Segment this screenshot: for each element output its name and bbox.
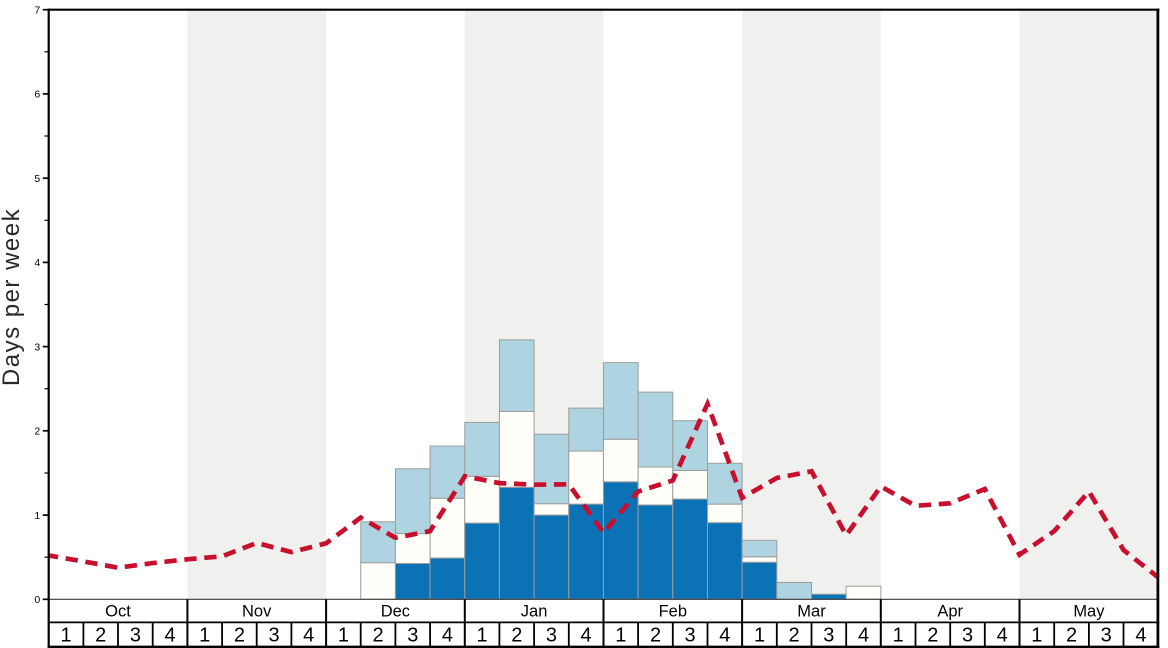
svg-text:2: 2	[373, 625, 384, 647]
svg-text:Days per week: Days per week	[0, 208, 25, 386]
svg-text:4: 4	[303, 625, 314, 647]
svg-text:3: 3	[962, 625, 973, 647]
svg-text:1: 1	[477, 625, 488, 647]
svg-text:4: 4	[997, 625, 1008, 647]
svg-text:5: 5	[34, 173, 40, 185]
svg-text:2: 2	[927, 625, 938, 647]
svg-text:1: 1	[199, 625, 210, 647]
svg-text:Nov: Nov	[242, 603, 272, 621]
svg-text:2: 2	[1066, 625, 1077, 647]
svg-text:Apr: Apr	[937, 603, 963, 621]
svg-text:3: 3	[407, 625, 418, 647]
svg-text:Oct: Oct	[105, 603, 131, 621]
svg-text:May: May	[1073, 603, 1105, 621]
svg-text:3: 3	[130, 625, 141, 647]
svg-text:3: 3	[34, 341, 40, 353]
svg-text:4: 4	[165, 625, 176, 647]
svg-text:2: 2	[95, 625, 106, 647]
svg-text:3: 3	[685, 625, 696, 647]
svg-text:4: 4	[858, 625, 869, 647]
svg-text:3: 3	[546, 625, 557, 647]
svg-text:4: 4	[34, 257, 40, 269]
svg-text:3: 3	[1101, 625, 1112, 647]
svg-text:4: 4	[442, 625, 453, 647]
svg-text:3: 3	[823, 625, 834, 647]
svg-text:Feb: Feb	[659, 603, 687, 621]
svg-text:7: 7	[34, 5, 40, 17]
svg-text:1: 1	[1031, 625, 1042, 647]
svg-text:1: 1	[338, 625, 349, 647]
svg-text:2: 2	[650, 625, 661, 647]
svg-text:3: 3	[269, 625, 280, 647]
svg-text:4: 4	[1135, 625, 1146, 647]
svg-text:Mar: Mar	[797, 603, 826, 621]
svg-text:2: 2	[511, 625, 522, 647]
svg-text:1: 1	[615, 625, 626, 647]
svg-text:2: 2	[234, 625, 245, 647]
svg-text:Jan: Jan	[521, 603, 548, 621]
svg-text:2: 2	[34, 426, 40, 438]
svg-text:1: 1	[754, 625, 765, 647]
svg-text:2: 2	[789, 625, 800, 647]
svg-text:4: 4	[719, 625, 730, 647]
svg-text:4: 4	[581, 625, 592, 647]
svg-text:1: 1	[60, 625, 71, 647]
svg-text:1: 1	[893, 625, 904, 647]
svg-text:1: 1	[34, 510, 40, 522]
svg-text:Dec: Dec	[381, 603, 410, 621]
svg-text:6: 6	[34, 89, 40, 101]
svg-text:0: 0	[34, 594, 40, 606]
